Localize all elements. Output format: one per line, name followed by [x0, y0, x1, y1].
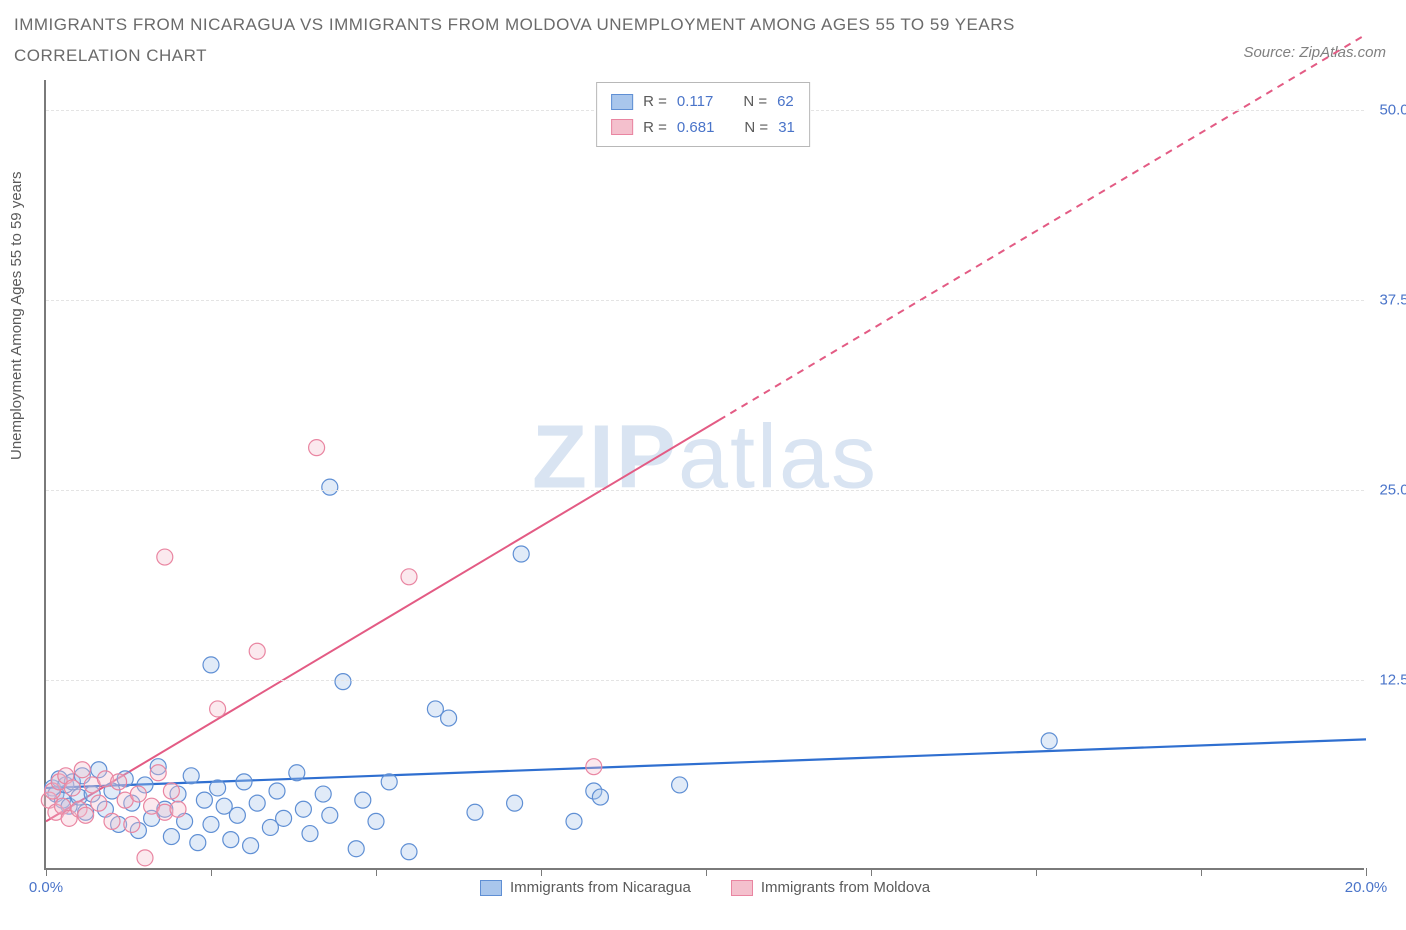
data-point: [368, 813, 384, 829]
data-point: [74, 762, 90, 778]
data-point: [401, 844, 417, 860]
source-attribution: Source: ZipAtlas.com: [1243, 44, 1386, 61]
data-point: [1041, 733, 1057, 749]
data-point: [441, 710, 457, 726]
data-point: [210, 780, 226, 796]
data-point: [137, 850, 153, 866]
data-point: [249, 795, 265, 811]
data-point: [315, 786, 331, 802]
x-tick: [1036, 868, 1037, 876]
legend-n-value: 31: [778, 115, 795, 141]
data-point: [592, 789, 608, 805]
legend-top-row: R = 0.117 N = 62: [611, 89, 795, 115]
data-point: [157, 549, 173, 565]
trend-line: [719, 34, 1366, 420]
x-tick: [211, 868, 212, 876]
y-tick-label: 12.5%: [1368, 672, 1406, 689]
y-tick-label: 50.0%: [1368, 102, 1406, 119]
legend-r-value: 0.117: [677, 89, 713, 115]
plot-area: ZIPatlas Immigrants from NicaraguaImmigr…: [44, 80, 1364, 870]
data-point: [203, 657, 219, 673]
data-point: [163, 783, 179, 799]
legend-swatch: [480, 880, 502, 896]
data-point: [130, 786, 146, 802]
gridline: [46, 680, 1364, 681]
legend-n-value: 62: [777, 89, 794, 115]
data-point: [236, 774, 252, 790]
x-tick: [541, 868, 542, 876]
data-point: [289, 765, 305, 781]
data-point: [163, 829, 179, 845]
data-point: [302, 826, 318, 842]
title-line-2: CORRELATION CHART: [14, 41, 1015, 72]
data-point: [210, 701, 226, 717]
data-point: [566, 813, 582, 829]
data-point: [78, 807, 94, 823]
legend-r-value: 0.681: [677, 115, 715, 141]
legend-series-label: Immigrants from Moldova: [761, 879, 930, 896]
data-point: [355, 792, 371, 808]
x-tick: [871, 868, 872, 876]
data-point: [322, 479, 338, 495]
data-point: [223, 832, 239, 848]
legend-top: R = 0.117 N = 62 R = 0.681 N = 31: [596, 82, 810, 147]
gridline: [46, 300, 1364, 301]
legend-r-label: R =: [643, 115, 667, 141]
x-tick: [1201, 868, 1202, 876]
data-point: [269, 783, 285, 799]
data-point: [203, 816, 219, 832]
data-point: [672, 777, 688, 793]
x-tick-label: 0.0%: [29, 879, 63, 896]
data-point: [196, 792, 212, 808]
chart-svg: [46, 80, 1364, 868]
data-point: [64, 780, 80, 796]
legend-series-label: Immigrants from Nicaragua: [510, 879, 691, 896]
trend-line: [46, 420, 719, 821]
data-point: [381, 774, 397, 790]
data-point: [190, 835, 206, 851]
data-point: [295, 801, 311, 817]
data-point: [322, 807, 338, 823]
x-tick-label: 20.0%: [1345, 879, 1388, 896]
legend-n-label: N =: [743, 89, 767, 115]
data-point: [507, 795, 523, 811]
data-point: [150, 765, 166, 781]
legend-bottom-item: Immigrants from Nicaragua: [480, 879, 691, 896]
data-point: [249, 643, 265, 659]
data-point: [309, 440, 325, 456]
legend-swatch: [611, 94, 633, 110]
data-point: [513, 546, 529, 562]
data-point: [170, 801, 186, 817]
data-point: [243, 838, 259, 854]
legend-top-row: R = 0.681 N = 31: [611, 115, 795, 141]
title-line-1: IMMIGRANTS FROM NICARAGUA VS IMMIGRANTS …: [14, 10, 1015, 41]
x-tick: [1366, 868, 1367, 876]
legend-bottom: Immigrants from Nicaragua Immigrants from…: [46, 879, 1364, 896]
data-point: [111, 774, 127, 790]
legend-r-label: R =: [643, 89, 667, 115]
data-point: [586, 759, 602, 775]
data-point: [229, 807, 245, 823]
y-tick-label: 25.0%: [1368, 482, 1406, 499]
data-point: [401, 569, 417, 585]
chart-title: IMMIGRANTS FROM NICARAGUA VS IMMIGRANTS …: [14, 10, 1015, 71]
x-tick: [46, 868, 47, 876]
y-axis-label: Unemployment Among Ages 55 to 59 years: [8, 171, 25, 460]
data-point: [124, 816, 140, 832]
data-point: [467, 804, 483, 820]
x-tick: [376, 868, 377, 876]
legend-bottom-item: Immigrants from Moldova: [731, 879, 930, 896]
y-tick-label: 37.5%: [1368, 292, 1406, 309]
legend-swatch: [731, 880, 753, 896]
data-point: [183, 768, 199, 784]
gridline: [46, 490, 1364, 491]
data-point: [104, 813, 120, 829]
legend-swatch: [611, 119, 633, 135]
data-point: [348, 841, 364, 857]
data-point: [91, 795, 107, 811]
data-point: [335, 674, 351, 690]
data-point: [276, 810, 292, 826]
x-tick: [706, 868, 707, 876]
legend-n-label: N =: [744, 115, 768, 141]
